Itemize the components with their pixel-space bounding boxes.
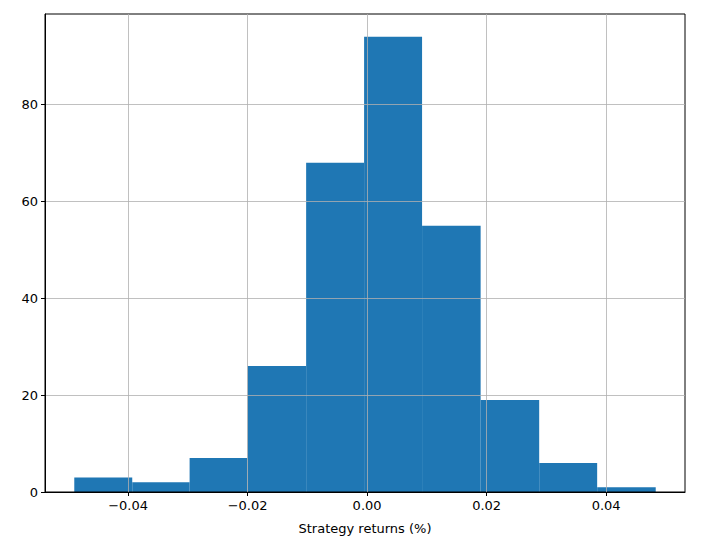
svg-text:20: 20: [21, 388, 38, 403]
svg-text:−0.04: −0.04: [108, 498, 148, 513]
svg-text:0.04: 0.04: [592, 498, 621, 513]
svg-text:40: 40: [21, 291, 38, 306]
svg-text:80: 80: [21, 97, 38, 112]
svg-text:60: 60: [21, 194, 38, 209]
svg-text:0.00: 0.00: [353, 498, 382, 513]
svg-text:Strategy returns (%): Strategy returns (%): [299, 521, 432, 536]
svg-text:−0.02: −0.02: [228, 498, 268, 513]
svg-text:0: 0: [30, 485, 38, 500]
svg-text:0.02: 0.02: [472, 498, 501, 513]
